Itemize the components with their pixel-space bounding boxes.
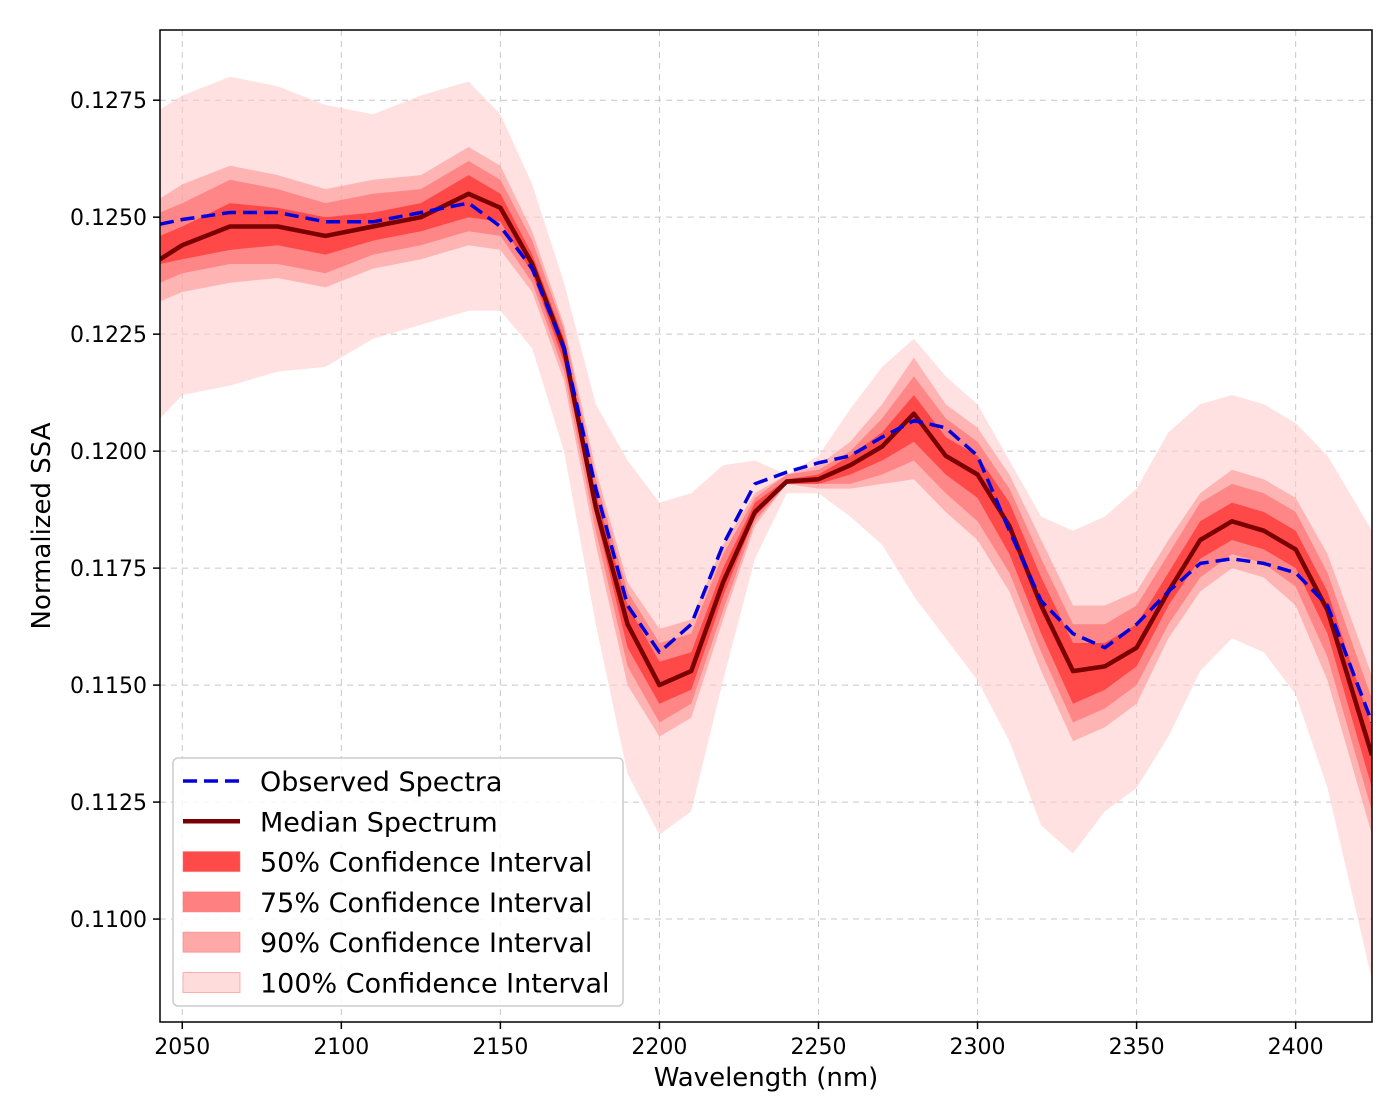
legend-label: 90% Confidence Interval [260,928,592,959]
legend-label: Observed Spectra [260,767,502,798]
median-spectrum-line [160,191,1372,756]
spectra-lines [160,191,1372,756]
legend-item: 90% Confidence Interval [182,928,592,959]
x-tick-label: 2200 [631,1035,687,1060]
legend-item: Median Spectrum [183,807,498,838]
x-tick-label: 2250 [790,1035,846,1060]
band-100-percent [160,76,1372,980]
observed-spectra-line [160,201,1372,724]
y-tick-label: 0.1100 [70,908,147,933]
plot-frame [159,29,1373,1023]
x-tick-label: 2300 [950,1035,1006,1060]
y-tick-label: 0.1250 [70,206,147,231]
x-tick-label: 2350 [1109,1035,1165,1060]
legend-item: 100% Confidence Interval [182,969,610,1000]
y-tick-label: 0.1275 [70,89,147,114]
x-axis-ticks: 2050 2100 2150 2200 2250 2300 2350 2400 [154,1022,1324,1060]
y-axis-ticks: 0.1100 0.1125 0.1150 0.1175 0.1200 0.1225 0.12… [70,89,160,933]
band-50-percent [160,175,1372,789]
legend-label: Median Spectrum [260,807,498,838]
legend-label: 100% Confidence Interval [260,969,610,1000]
legend-label: 50% Confidence Interval [260,848,592,879]
legend: Observed Spectra Median Spectrum 50% Confi… [172,757,624,1007]
legend-item: 50% Confidence Interval [182,848,592,879]
legend-swatch-patch [182,972,241,993]
y-tick-label: 0.1225 [70,323,147,348]
legend-swatch-patch [182,851,241,873]
y-tick-label: 0.1150 [70,674,147,699]
legend-swatch-patch [182,891,241,913]
x-tick-label: 2400 [1268,1035,1324,1060]
legend-box [172,757,624,1007]
legend-swatch-patch [182,931,241,953]
y-tick-label: 0.1175 [70,557,147,582]
legend-label: 75% Confidence Interval [260,888,592,919]
legend-item: Observed Spectra [183,767,502,798]
x-tick-label: 2100 [313,1035,369,1060]
x-axis-label: Wavelength (nm) [654,1063,879,1093]
x-tick-label: 2150 [472,1035,528,1060]
legend-item: 75% Confidence Interval [182,888,592,919]
y-axis-label: Normalized SSA [27,422,57,629]
x-tick-label: 2050 [154,1035,210,1060]
y-tick-label: 0.1200 [70,440,147,465]
y-tick-label: 0.1125 [70,791,147,816]
